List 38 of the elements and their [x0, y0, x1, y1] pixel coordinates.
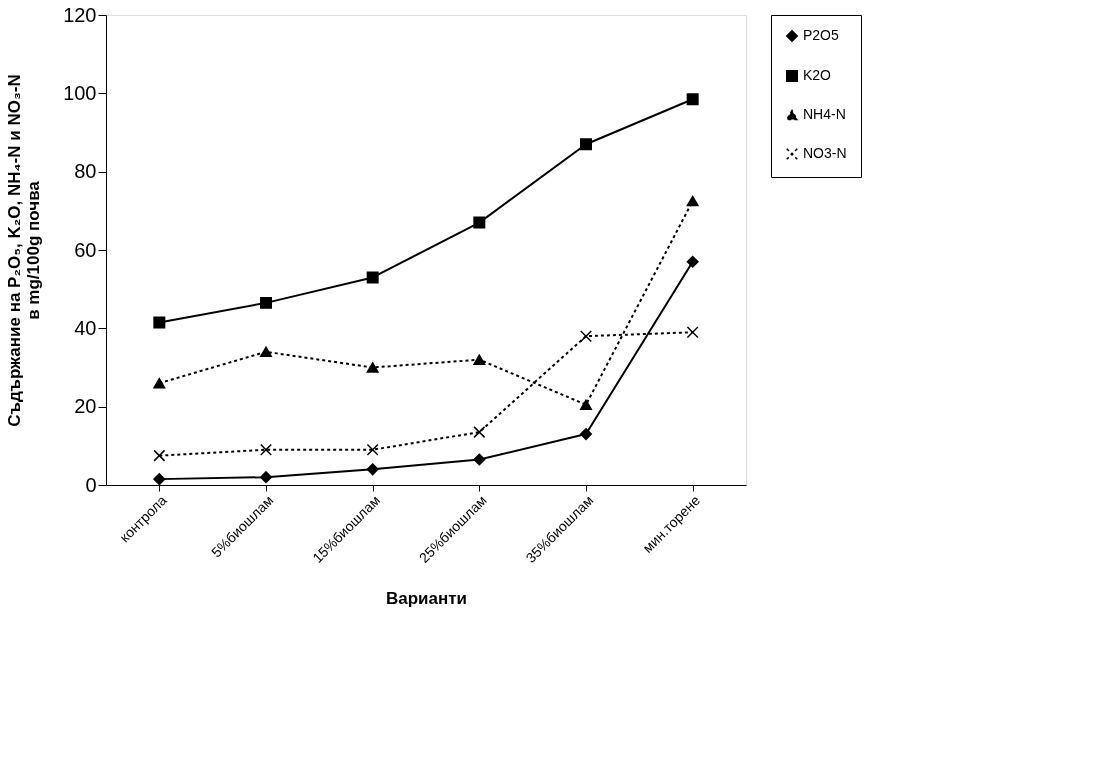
y-tick-label: 20 [74, 395, 97, 418]
legend-label: NO3-N [803, 145, 847, 161]
point [366, 463, 379, 476]
point [366, 362, 379, 373]
point [153, 316, 166, 329]
y-tick-label: 40 [74, 316, 97, 339]
point [686, 195, 699, 207]
point [260, 296, 272, 309]
point [473, 216, 486, 229]
point [580, 138, 592, 151]
point [260, 471, 272, 484]
legend-label: NH4-N [803, 106, 846, 122]
point [580, 330, 592, 343]
point [473, 426, 486, 439]
y-tick-label: 80 [74, 160, 97, 183]
point [366, 443, 379, 456]
point [580, 399, 592, 410]
y-tick-label: 120 [63, 3, 97, 26]
point [686, 255, 699, 268]
point [473, 354, 486, 365]
point [153, 449, 166, 462]
point [366, 271, 379, 284]
point [473, 453, 486, 466]
y-tick-label: 0 [85, 473, 97, 496]
y-tick-label: 60 [74, 238, 97, 261]
point [153, 377, 166, 389]
text: в mg/100g почва [24, 181, 44, 320]
y-tick-label: 100 [63, 81, 97, 104]
point [260, 443, 272, 456]
point [686, 93, 699, 106]
x-axis-title: Варианти [385, 588, 468, 608]
point [580, 428, 592, 441]
point [686, 326, 699, 339]
point [260, 346, 272, 358]
text: Съдържание на P₂O₅, K₂O, NH₄-N и NO₃-N [5, 74, 25, 427]
legend-label: K2O [803, 67, 832, 83]
legend-label: P2O5 [803, 27, 840, 43]
point [153, 473, 166, 486]
